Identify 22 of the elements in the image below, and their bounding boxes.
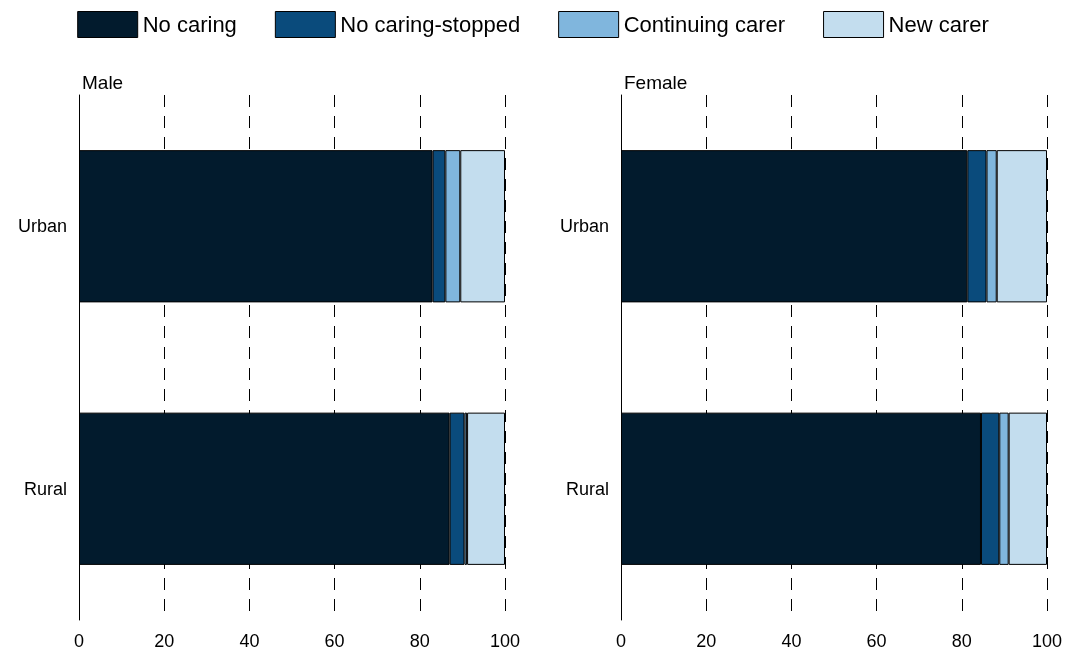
x-tick-label: 20 [696, 631, 717, 651]
x-tick-label: 40 [781, 631, 802, 651]
y-tick-label: Urban [559, 216, 609, 237]
x-tick-label: 80 [409, 631, 430, 651]
x-tick-label: 60 [866, 631, 887, 651]
x-tick-label: 100 [1031, 631, 1063, 651]
legend-label: No caring [142, 12, 237, 37]
y-tick-label: Rural [565, 478, 609, 499]
legend-label: New carer [888, 12, 989, 37]
x-tick-label: 20 [154, 631, 175, 651]
y-tick-label: Urban [17, 216, 67, 237]
y-tick-label: Rural [23, 478, 67, 499]
x-tick-label: 0 [615, 631, 627, 651]
legend-label: No caring-stopped [340, 12, 521, 37]
legend-label: Continuing carer [623, 12, 786, 37]
x-tick-label: 40 [239, 631, 260, 651]
x-tick-label: 60 [324, 631, 345, 651]
chart-title: Male [82, 72, 124, 93]
x-tick-label: 0 [73, 631, 85, 651]
x-tick-label: 100 [489, 631, 521, 651]
chart-title: Female [624, 72, 688, 93]
x-tick-label: 80 [951, 631, 972, 651]
